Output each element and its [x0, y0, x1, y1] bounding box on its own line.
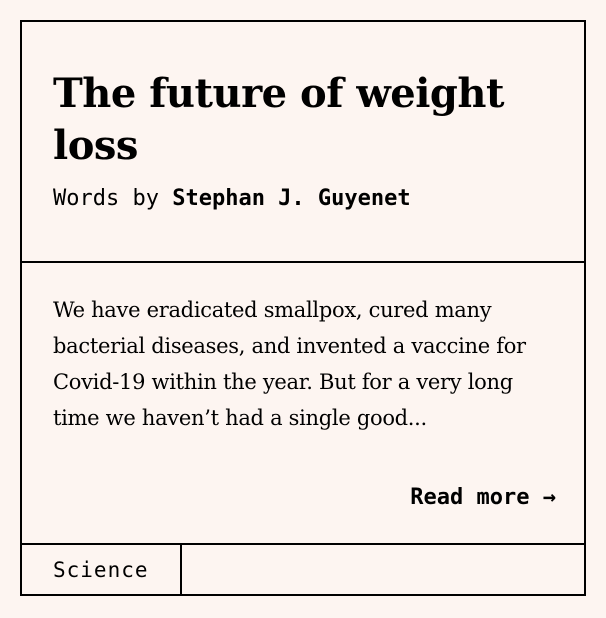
read-more-link[interactable]: Read more → [410, 485, 556, 510]
article-excerpt: We have eradicated smallpox, cured many … [53, 298, 526, 430]
author-name[interactable]: Stephan J. Guyenet [172, 186, 411, 211]
byline-prefix: Words by [53, 186, 173, 211]
card-footer: Science [22, 543, 584, 594]
byline: Words by Stephan J. Guyenet [53, 184, 411, 214]
article-title[interactable]: The future of weight loss [53, 70, 504, 169]
category-label: Science [53, 558, 149, 582]
article-card: The future of weight loss Words by Steph… [20, 20, 586, 596]
card-header: The future of weight loss Words by Steph… [22, 22, 584, 263]
category-tag[interactable]: Science [22, 545, 182, 594]
